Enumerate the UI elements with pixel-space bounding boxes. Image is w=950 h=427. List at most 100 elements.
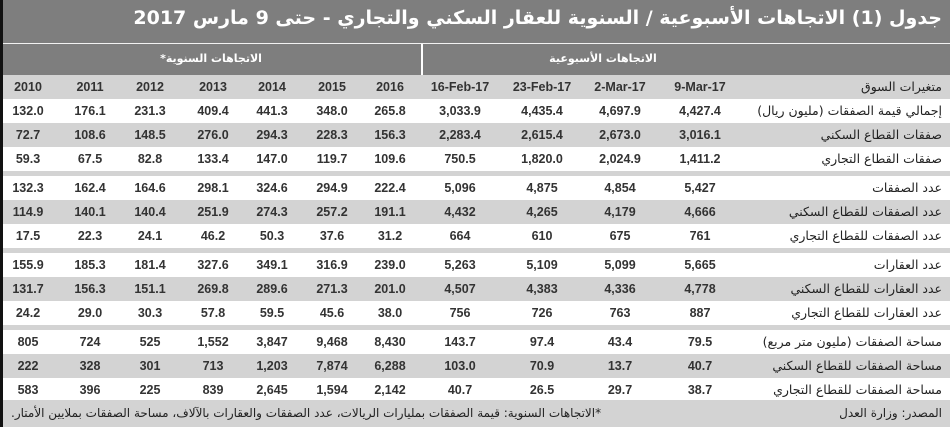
cell: 29.0 [77, 306, 103, 320]
cell: 181.4 [134, 258, 166, 272]
cell: 201.0 [374, 282, 406, 296]
cell: 40.7 [687, 359, 713, 373]
cell: 805 [17, 335, 39, 349]
cell: 2,142 [374, 383, 406, 397]
cell: 108.6 [74, 128, 106, 142]
cell: 59.3 [15, 152, 41, 166]
cell: 228.3 [316, 128, 348, 142]
cell: 294.3 [256, 128, 288, 142]
cell: 38.7 [687, 383, 713, 397]
cell: 251.9 [197, 205, 229, 219]
cell: 4,427.4 [679, 104, 721, 118]
cell: 155.9 [12, 258, 44, 272]
cell: 82.8 [137, 152, 163, 166]
cell: 2,645 [256, 383, 288, 397]
row-label: عدد الصفقات [872, 180, 942, 195]
cell: 156.3 [74, 282, 106, 296]
cell: 151.1 [134, 282, 166, 296]
cell: 298.1 [197, 181, 229, 195]
cell: 6,288 [374, 359, 406, 373]
cell: 9,468 [316, 335, 348, 349]
row-label: عدد الصفقات للقطاع التجاري [789, 228, 942, 243]
cell: 191.1 [374, 205, 406, 219]
cell: 148.5 [134, 128, 166, 142]
cell: 38.0 [377, 306, 403, 320]
cell: 57.8 [200, 306, 226, 320]
cell: 610 [531, 229, 553, 243]
cell: 185.3 [74, 258, 106, 272]
cell: 409.4 [197, 104, 229, 118]
group-separator [3, 248, 950, 253]
cell: 225 [139, 383, 161, 397]
cell: 396 [79, 383, 101, 397]
section-divider [421, 44, 423, 75]
cell: 30.3 [137, 306, 163, 320]
table-title: جدول (1) الاتجاهات الأسبوعية / السنوية ل… [133, 7, 942, 29]
table-row: 132.3 162.4 164.6 298.1 324.6 294.9 222.… [3, 176, 950, 200]
col-header: 2012 [136, 80, 164, 94]
cell: 24.1 [137, 229, 163, 243]
cell: 763 [609, 306, 631, 320]
cell: 756 [449, 306, 471, 320]
cell: 222.4 [374, 181, 406, 195]
cell: 132.3 [12, 181, 44, 195]
col-header: 2013 [199, 80, 227, 94]
table-row: 805 724 525 1,552 3,847 9,468 8,430 143.… [3, 330, 950, 354]
cell: 114.9 [12, 205, 44, 219]
cell: 348.0 [316, 104, 348, 118]
cell: 5,665 [684, 258, 716, 272]
row-label: عدد العقارات للقطاع السكني [790, 281, 942, 296]
cell: 67.5 [77, 152, 103, 166]
section-annual-trends: الاتجاهات السنوية* [160, 52, 262, 65]
cell: 29.7 [607, 383, 633, 397]
cell: 761 [689, 229, 711, 243]
cell: 4,697.9 [599, 104, 641, 118]
row-label: عدد الصفقات للقطاع السكني [788, 204, 942, 219]
cell: 289.6 [256, 282, 288, 296]
row-label: إجمالي قيمة الصفقات (مليون ريال) [757, 103, 942, 118]
cell: 162.4 [74, 181, 106, 195]
cell: 4,179 [604, 205, 636, 219]
cell: 103.0 [444, 359, 476, 373]
table-frame: جدول (1) الاتجاهات الأسبوعية / السنوية ل… [3, 0, 950, 427]
col-header: 2011 [76, 80, 104, 94]
cell: 1,552 [197, 335, 229, 349]
cell: 269.8 [197, 282, 229, 296]
row-label: مساحة الصفقات (مليون متر مربع) [762, 334, 942, 349]
cell: 4,432 [444, 205, 476, 219]
cell: 140.4 [134, 205, 166, 219]
cell: 5,099 [604, 258, 636, 272]
cell: 59.5 [259, 306, 285, 320]
col-header: 9-Mar-17 [674, 80, 726, 94]
col-header: 2-Mar-17 [594, 80, 646, 94]
cell: 328 [79, 359, 101, 373]
cell: 4,854 [604, 181, 636, 195]
col-header: 2014 [258, 80, 286, 94]
table-row: 131.7 156.3 151.1 269.8 289.6 271.3 201.… [3, 277, 950, 301]
table-footer: المصدر: وزارة العدل *الاتجاهات السنوية: … [3, 400, 950, 427]
cell: 2,283.4 [439, 128, 481, 142]
cell: 5,427 [684, 181, 716, 195]
cell: 40.7 [447, 383, 473, 397]
cell: 271.3 [316, 282, 348, 296]
cell: 2,024.9 [599, 152, 641, 166]
cell: 294.9 [316, 181, 348, 195]
cell: 3,016.1 [679, 128, 721, 142]
cell: 7,874 [316, 359, 348, 373]
cell: 257.2 [316, 205, 348, 219]
cell: 1,203 [256, 359, 288, 373]
cell: 131.7 [12, 282, 44, 296]
cell: 97.4 [529, 335, 555, 349]
cell: 3,033.9 [439, 104, 481, 118]
cell: 887 [689, 306, 711, 320]
row-label: عدد العقارات للقطاع التجاري [791, 305, 942, 320]
cell: 45.6 [319, 306, 345, 320]
section-header-band [3, 44, 950, 75]
cell: 13.7 [607, 359, 633, 373]
cell: 50.3 [259, 229, 285, 243]
cell: 37.6 [319, 229, 345, 243]
cell: 1,411.2 [679, 152, 721, 166]
table-row: 222 328 301 713 1,203 7,874 6,288 103.0 … [3, 354, 950, 378]
cell: 109.6 [374, 152, 406, 166]
cell: 839 [202, 383, 224, 397]
